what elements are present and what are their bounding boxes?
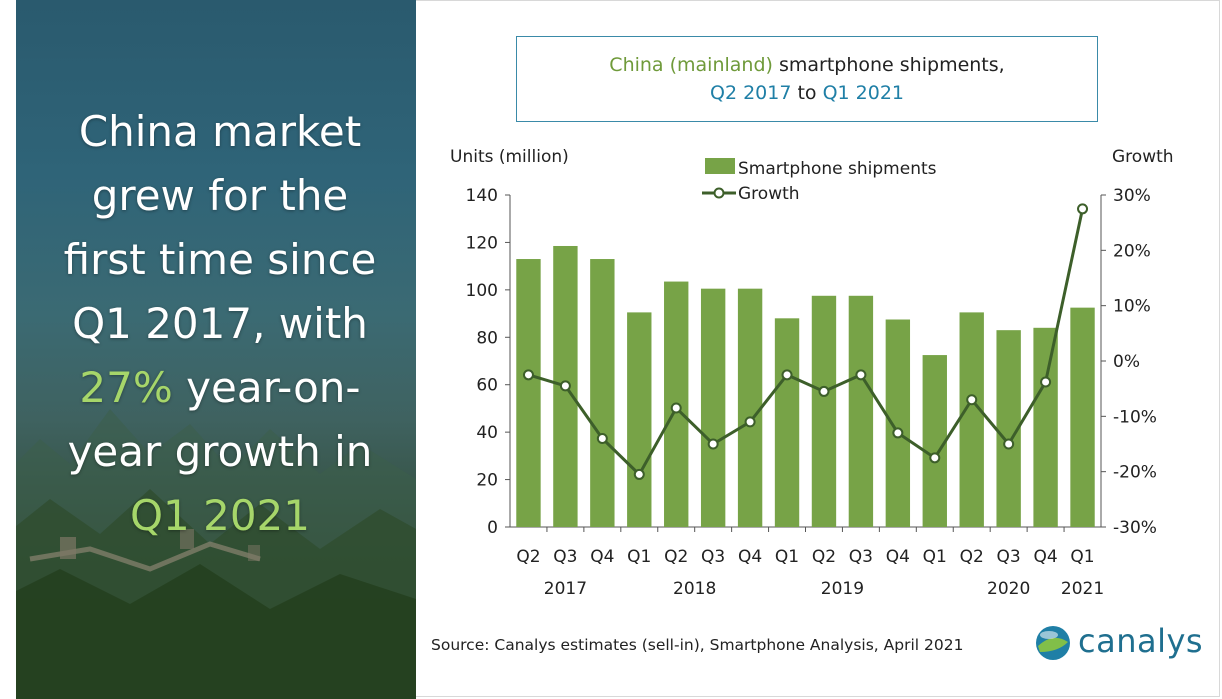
chart-title-end: Q1 2021 (822, 82, 905, 104)
headline-line-5: 27% year-on- (32, 356, 408, 420)
headline-growth-percent: 27% (79, 363, 173, 412)
chart-title-line-2: Q2 2017 to Q1 2021 (517, 79, 1097, 107)
headline-line-1: China market (78, 107, 362, 156)
chart-title-box: China (mainland) smartphone shipments, Q… (516, 36, 1098, 122)
headline-line-6: year growth in (67, 427, 373, 476)
headline-quarter: Q1 2021 (129, 491, 311, 540)
headline-line-4: Q1 2017, with (72, 299, 368, 348)
great-wall-icon (29, 529, 261, 572)
canalys-wordmark: canalys (1078, 622, 1204, 660)
canalys-globe-icon (1036, 626, 1070, 660)
headline-line-2: grew for the (91, 171, 349, 220)
headline-line-3: first time since (63, 235, 377, 284)
headline: China market grew for the first time sin… (32, 100, 408, 548)
left-panel: China market grew for the first time sin… (0, 0, 416, 699)
chart-title-to: to (791, 82, 823, 104)
chart-title-region: China (mainland) (609, 54, 773, 76)
headline-line-5-rest: year-on- (172, 363, 361, 412)
source-note: Source: Canalys estimates (sell-in), Sma… (431, 636, 964, 654)
canalys-logo (1036, 626, 1070, 660)
left-accent-bar (0, 0, 16, 699)
mountain-background (0, 409, 416, 699)
chart-title-rest: smartphone shipments, (772, 54, 1005, 76)
chart-title-line-1: China (mainland) smartphone shipments, (517, 51, 1097, 79)
chart-title-start: Q2 2017 (709, 82, 792, 104)
